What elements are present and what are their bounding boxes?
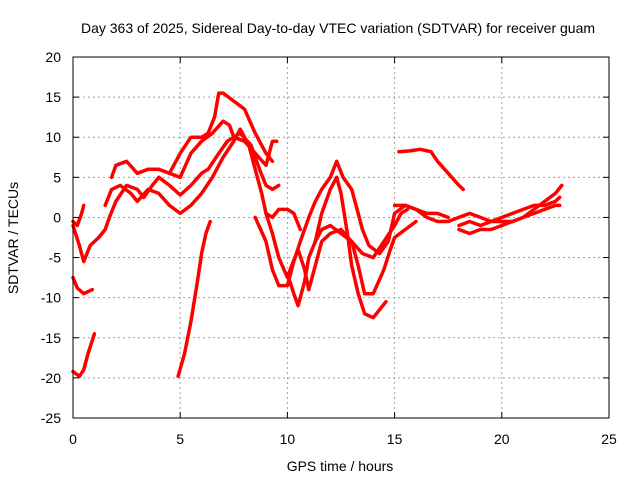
x-tick-label: 20	[494, 431, 510, 447]
y-axis-label: SDTVAR / TECUs	[5, 182, 21, 294]
series-track-15	[457, 183, 564, 236]
series-track-11	[264, 207, 303, 232]
series-track-2	[71, 332, 97, 379]
series-track-7	[167, 91, 275, 176]
y-tick-label: 5	[53, 169, 61, 185]
x-tick-label: 15	[387, 431, 403, 447]
y-tick-label: -10	[41, 290, 61, 306]
y-tick-labels: -25 -20 -15 -10 -5 0 5 10 15 20	[41, 49, 61, 426]
series-track-16	[457, 195, 562, 228]
y-tick-label: 20	[45, 49, 61, 65]
ticks	[72, 56, 610, 419]
y-tick-label: 15	[45, 89, 61, 105]
x-tick-label: 5	[176, 431, 184, 447]
series-track-14	[392, 203, 562, 224]
series-group	[71, 91, 564, 379]
x-tick-label: 10	[280, 431, 296, 447]
y-tick-label: -25	[41, 410, 61, 426]
y-tick-label: 0	[53, 209, 61, 225]
series-track-12	[313, 207, 410, 260]
x-tick-labels: 0 5 10 15 20 25	[69, 431, 617, 447]
series-track-5	[103, 127, 418, 296]
series-track-3	[71, 203, 86, 228]
y-tick-label: -5	[49, 250, 62, 266]
series-track-1	[71, 275, 95, 296]
x-tick-label: 25	[601, 431, 617, 447]
x-axis-label: GPS time / hours	[287, 458, 394, 474]
plot-frame	[72, 56, 610, 419]
series-track-8	[176, 219, 212, 379]
series-track-13	[397, 147, 465, 192]
series-track-10	[285, 175, 388, 320]
chart-title: Day 363 of 2025, Sidereal Day-to-day VTE…	[81, 20, 595, 36]
y-tick-label: 10	[45, 129, 61, 145]
x-tick-label: 0	[69, 431, 77, 447]
y-tick-label: -15	[41, 330, 61, 346]
series-track-6	[109, 119, 279, 180]
y-tick-label: -20	[41, 370, 61, 386]
